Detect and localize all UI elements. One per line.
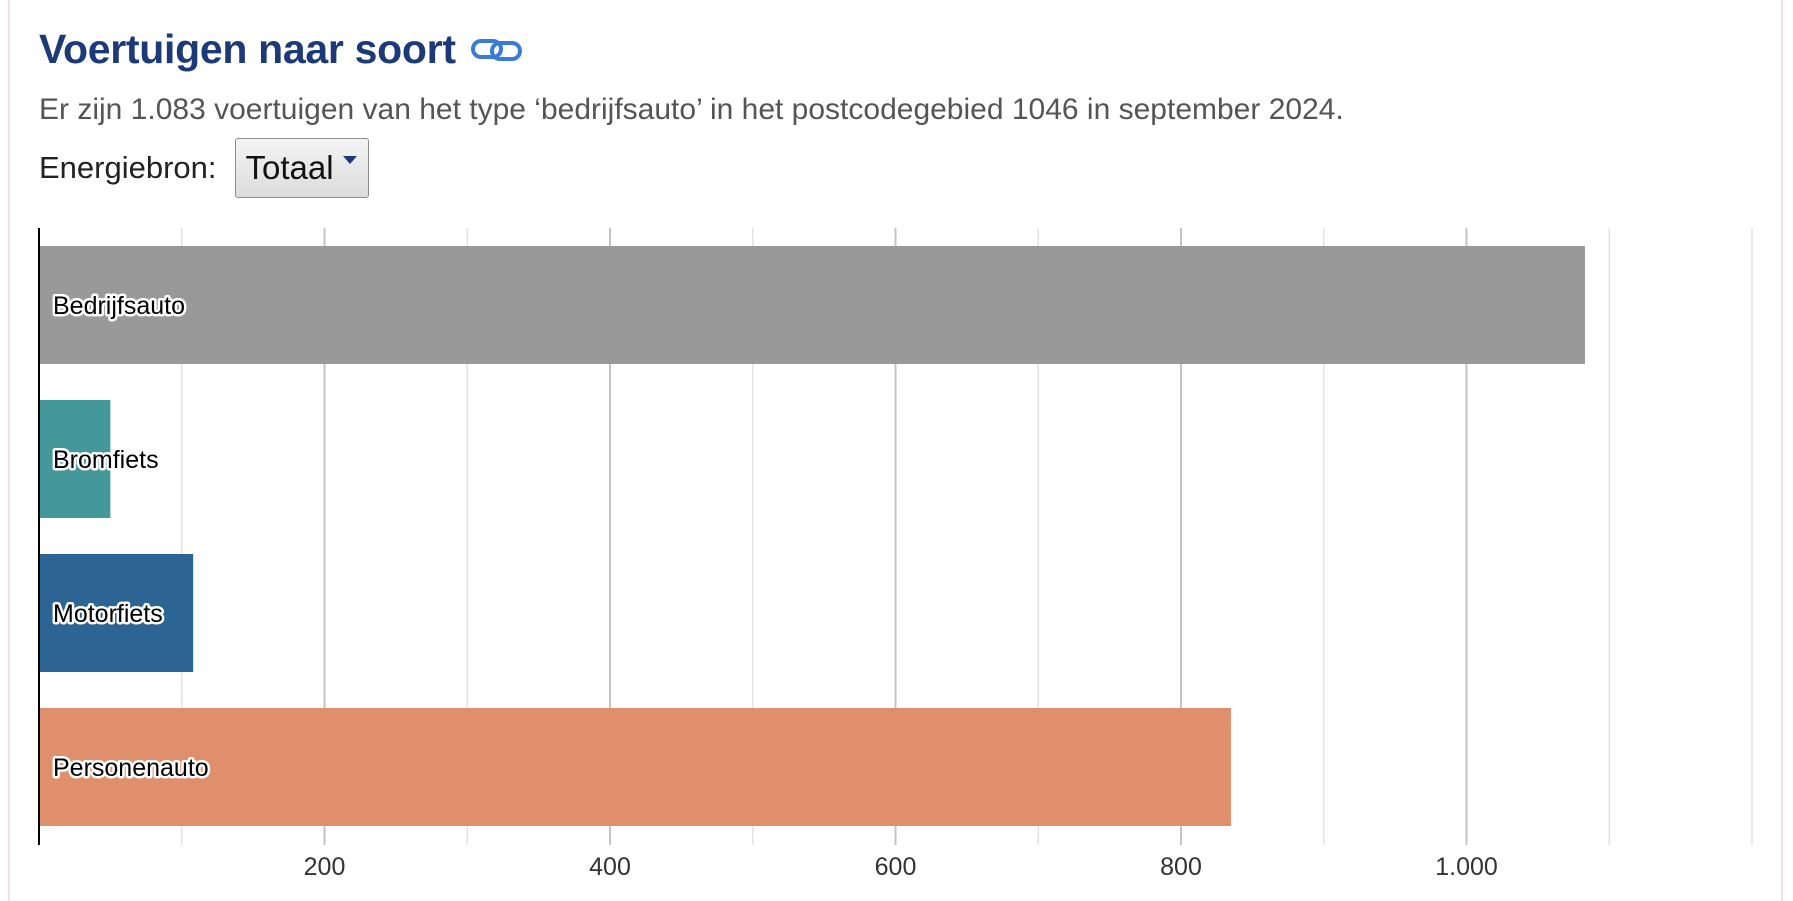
filter-row: Energiebron: Totaal [39,138,369,198]
bar-label: Bedrijfsauto [53,292,185,320]
chart-subtitle: Er zijn 1.083 voertuigen van het type ‘b… [39,93,1344,126]
chevron-down-icon [342,156,357,164]
x-tick-label: 1.000 [1435,853,1498,881]
bar-bromfiets[interactable] [39,400,111,518]
page-title: Voertuigen naar soort [39,26,456,72]
bar-personenauto[interactable] [39,708,1231,826]
x-tick-label: 400 [589,853,631,881]
bar-label: Bromfiets [53,446,159,474]
chart-bar-labels: Bedrijfsauto Bromfiets Motorfiets Personena… [51,290,212,785]
link-icon[interactable] [470,34,526,64]
energy-source-label: Energiebron: [39,150,217,185]
x-tick-label: 200 [304,853,346,881]
chart-tick-labels: 200 400 600 800 1.000 [304,853,1498,881]
bar-motorfiets[interactable] [39,554,194,672]
energy-source-selected: Totaal [245,149,334,186]
bar-bedrijfsauto[interactable] [39,246,1585,364]
bar-label: Motorfiets [53,600,163,628]
x-tick-label: 600 [875,853,917,881]
bar-label: Personenauto [53,754,209,782]
title-row: Voertuigen naar soort [39,24,526,74]
chart-bars [39,246,1585,826]
x-tick-label: 800 [1160,853,1202,881]
energy-source-select[interactable]: Totaal [234,138,369,198]
